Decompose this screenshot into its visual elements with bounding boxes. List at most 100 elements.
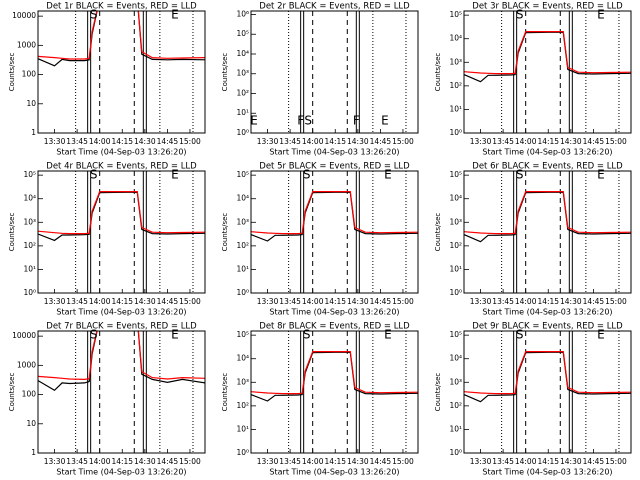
y-tick-label: 10³: [449, 57, 462, 66]
annotation: S: [516, 168, 524, 182]
y-tick-label: 10000: [12, 11, 36, 20]
y-tick-label: 1: [31, 128, 36, 137]
x-tick-label: 14:15: [111, 137, 133, 146]
chart-title: Det 8r BLACK = Events, RED = LLD: [259, 322, 410, 332]
chart-title: Det 7r BLACK = Events, RED = LLD: [46, 322, 197, 332]
x-tick-label: 14:30: [560, 137, 582, 146]
y-tick-label: 10¹: [236, 108, 249, 117]
panel: Det 6r BLACK = Events, RED = LLD Start Ti…: [434, 162, 632, 317]
series-line: [251, 191, 418, 235]
x-tick-label: 13:30: [44, 297, 66, 306]
x-tick-label: 13:30: [257, 297, 279, 306]
y-tick-label: 10³: [23, 217, 36, 226]
series-line: [464, 191, 631, 243]
plot-frame: [37, 10, 206, 134]
y-tick-label: 10²: [236, 88, 249, 97]
y-tick-label: 10⁴: [449, 354, 462, 363]
annotation: F: [297, 114, 304, 128]
y-tick-label: 10³: [449, 377, 462, 386]
annotation: E: [384, 168, 392, 182]
x-tick-label: 13:30: [257, 457, 279, 466]
y-tick-label: 10⁶: [236, 9, 249, 18]
x-tick-label: 14:15: [324, 297, 346, 306]
annotation: E: [384, 328, 392, 342]
panel: Det 5r BLACK = Events, RED = LLD Start Ti…: [221, 162, 419, 317]
y-tick-label: 10⁰: [449, 128, 462, 137]
series-line: [38, 331, 205, 392]
y-tick-label: 10⁰: [23, 288, 36, 297]
y-tick-label: 10¹: [236, 424, 249, 433]
x-tick-label: 13:45: [66, 297, 88, 306]
x-tick-label: 14:00: [89, 457, 111, 466]
x-axis-label: Start Time (04-Sep-03 13:26:20): [482, 148, 612, 157]
y-tick-label: 10²: [449, 81, 462, 90]
plot-frame: [250, 10, 419, 134]
x-tick-label: 13:30: [470, 457, 492, 466]
x-tick-label: 14:45: [370, 457, 392, 466]
y-tick-label: 10²: [236, 241, 249, 250]
x-axis-label: Start Time (04-Sep-03 13:26:20): [56, 308, 186, 317]
series-line: [38, 11, 205, 67]
x-tick-label: 14:15: [537, 137, 559, 146]
y-axis-label: Counts/sec: [8, 373, 16, 412]
y-tick-label: 10⁰: [449, 448, 462, 457]
x-tick-label: 13:45: [279, 137, 301, 146]
annotation: E: [171, 168, 179, 182]
x-tick-label: 14:15: [324, 457, 346, 466]
x-tick-label: 14:30: [134, 297, 156, 306]
y-tick-label: 10: [26, 419, 36, 428]
x-tick-label: 14:00: [302, 137, 324, 146]
y-tick-label: 10⁵: [236, 330, 249, 339]
x-tick-label: 15:00: [605, 457, 627, 466]
x-tick-label: 14:45: [370, 137, 392, 146]
x-tick-label: 15:00: [392, 297, 414, 306]
y-tick-label: 10²: [449, 401, 462, 410]
annotation: S: [90, 168, 98, 182]
x-tick-label: 14:30: [347, 457, 369, 466]
y-tick-label: 100: [22, 70, 37, 79]
x-tick-label: 13:30: [44, 137, 66, 146]
x-tick-label: 13:30: [257, 137, 279, 146]
x-tick-label: 14:00: [515, 137, 537, 146]
plot-frame: [463, 330, 632, 454]
x-axis-label: Start Time (04-Sep-03 13:26:20): [269, 308, 399, 317]
y-tick-label: 10¹: [236, 264, 249, 273]
x-tick-label: 14:45: [157, 457, 179, 466]
chart-title: Det 3r BLACK = Events, RED = LLD: [472, 2, 623, 12]
chart-title: Det 9r BLACK = Events, RED = LLD: [472, 322, 623, 332]
y-tick-label: 10⁵: [449, 10, 462, 19]
series-line: [251, 351, 418, 395]
y-axis-label: Counts/sec: [8, 53, 16, 92]
y-tick-label: 10³: [236, 377, 249, 386]
plot-frame: [463, 10, 632, 134]
y-tick-label: 10⁴: [236, 194, 249, 203]
y-tick-label: 10⁴: [236, 354, 249, 363]
y-tick-label: 10⁴: [449, 34, 462, 43]
annotation: E: [171, 8, 179, 22]
panel: Det 9r BLACK = Events, RED = LLD Start Ti…: [434, 322, 632, 477]
x-tick-label: 13:45: [492, 457, 514, 466]
x-tick-label: 13:45: [279, 297, 301, 306]
chart-title: Det 4r BLACK = Events, RED = LLD: [46, 162, 197, 172]
x-tick-label: 13:45: [492, 137, 514, 146]
x-tick-label: 14:00: [89, 297, 111, 306]
y-tick-label: 10³: [236, 217, 249, 226]
panel: Det 7r BLACK = Events, RED = LLD Start Ti…: [8, 322, 206, 477]
x-tick-label: 13:45: [66, 457, 88, 466]
x-tick-label: 14:45: [157, 297, 179, 306]
y-tick-label: 10⁰: [449, 288, 462, 297]
annotation: E: [250, 114, 258, 128]
annotation: F: [353, 114, 360, 128]
x-axis-label: Start Time (04-Sep-03 13:26:20): [56, 148, 186, 157]
plot-frame: [250, 170, 419, 294]
series-line: [38, 191, 205, 235]
y-tick-label: 10²: [236, 401, 249, 410]
y-tick-label: 100: [22, 390, 37, 399]
chart-title: Det 1r BLACK = Events, RED = LLD: [46, 2, 197, 12]
panel: Det 2r BLACK = Events, RED = LLD Start Ti…: [221, 2, 419, 157]
x-tick-label: 15:00: [179, 137, 201, 146]
series-line: [38, 11, 205, 60]
series-line: [464, 191, 631, 235]
x-tick-label: 14:30: [560, 457, 582, 466]
